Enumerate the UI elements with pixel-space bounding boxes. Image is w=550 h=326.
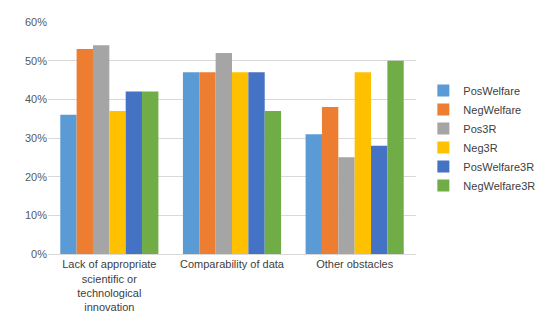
svg-text:60%: 60% xyxy=(25,16,47,28)
svg-text:20%: 20% xyxy=(25,171,47,183)
svg-text:Pos3R: Pos3R xyxy=(463,123,496,135)
svg-text:PosWelfare: PosWelfare xyxy=(463,85,520,97)
svg-text:30%: 30% xyxy=(25,132,47,144)
svg-text:Comparability of data: Comparability of data xyxy=(180,258,285,270)
svg-text:NegWelfare3R: NegWelfare3R xyxy=(463,180,535,192)
svg-text:40%: 40% xyxy=(25,93,47,105)
svg-text:10%: 10% xyxy=(25,209,47,221)
svg-text:0%: 0% xyxy=(31,248,47,260)
svg-text:PosWelfare3R: PosWelfare3R xyxy=(463,161,534,173)
svg-text:Other obstacles: Other obstacles xyxy=(316,258,394,270)
svg-text:Lack of appropriatescientific: Lack of appropriatescientific ortechnolo… xyxy=(62,258,156,313)
svg-text:50%: 50% xyxy=(25,55,47,67)
svg-text:NegWelfare: NegWelfare xyxy=(463,104,521,116)
svg-text:Neg3R: Neg3R xyxy=(463,142,497,154)
